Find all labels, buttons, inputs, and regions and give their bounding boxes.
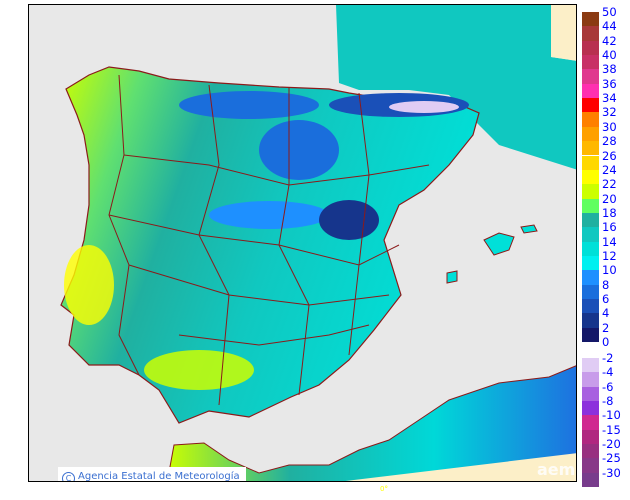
outside-domain-top: [551, 5, 576, 61]
legend-label: 50: [602, 5, 617, 19]
pyrenees-snow-zone: [389, 101, 459, 113]
legend-label: 22: [602, 177, 617, 192]
legend-swatch: [582, 169, 599, 185]
legend-label: 24: [602, 162, 617, 177]
menorca: [520, 224, 538, 234]
legend-swatch: [582, 98, 599, 113]
legend-label: -6: [602, 379, 614, 394]
legend-label: -4: [602, 365, 614, 380]
legend-label: 18: [602, 205, 617, 220]
ibiza: [446, 270, 458, 284]
legend-label: 34: [602, 91, 617, 106]
legend-label: -20: [602, 437, 621, 452]
north-africa: [166, 365, 576, 481]
legend-label: -25: [602, 451, 621, 466]
legend-swatch: [582, 184, 599, 199]
legend-label: 40: [602, 48, 617, 63]
legend-label: 44: [602, 19, 617, 34]
outside-domain-bottom: [345, 453, 576, 481]
legend-swatch: [582, 112, 599, 127]
legend-label: -8: [602, 394, 614, 409]
legend-label: 2: [602, 320, 610, 335]
legend-swatch: [582, 55, 599, 70]
legend-swatch: [582, 126, 599, 142]
credit-text: Agencia Estatal de Meteorología: [78, 471, 240, 482]
legend-swatch: [582, 141, 599, 156]
aemet-logo: aemet: [537, 460, 576, 479]
legend-label: 6: [602, 292, 610, 306]
legend-label: 0: [602, 335, 610, 350]
legend-label: 20: [602, 191, 617, 206]
legend-label: 38: [602, 62, 617, 77]
legend-label: 8: [602, 277, 610, 292]
legend-label: -2: [602, 351, 614, 365]
legend-label: -15: [602, 422, 621, 437]
legend-swatch: [582, 401, 599, 416]
legend-swatch: [582, 241, 599, 256]
legend-swatch: [582, 444, 599, 459]
legend-swatch: [582, 212, 599, 228]
aemet-credit: C Agencia Estatal de Meteorología: [58, 467, 246, 482]
iberian-peninsula: [60, 66, 480, 424]
legend-label: -30: [602, 465, 621, 480]
legend-swatch: [582, 12, 599, 27]
portugal-warm-zone: [64, 245, 114, 325]
legend-swatch: [582, 472, 599, 488]
map-canvas: [60, 5, 576, 481]
guadalquivir-warm-zone: [144, 350, 254, 390]
cantabrian-cold-zone: [179, 91, 319, 119]
legend-label: 42: [602, 33, 617, 48]
legend-swatch: [582, 358, 599, 373]
legend-label: 16: [602, 220, 617, 235]
legend-swatch: [582, 40, 599, 56]
legend-label: 10: [602, 263, 617, 278]
central-system-cold-zone: [209, 201, 329, 229]
legend-label: 14: [602, 234, 617, 249]
mallorca: [483, 232, 515, 256]
legend-label: -10: [602, 408, 621, 423]
iberian-system-cold-zone: [259, 120, 339, 180]
legend-swatch: [582, 255, 599, 271]
legend-label: 30: [602, 119, 617, 134]
legend-label: 32: [602, 105, 617, 120]
legend-swatch: [582, 155, 599, 170]
longitude-label: 0°: [380, 485, 388, 493]
legend-swatch: [582, 386, 599, 402]
legend-swatch: [582, 270, 599, 285]
legend-swatch: [582, 415, 599, 430]
legend-swatch: [582, 313, 599, 328]
legend-swatch: [582, 69, 599, 84]
legend-swatch: [582, 458, 599, 473]
legend-swatch: [582, 198, 599, 213]
legend-swatch: [582, 299, 599, 314]
legend-swatch: [582, 327, 599, 343]
legend-label: 12: [602, 248, 617, 263]
legend-swatch: [582, 284, 599, 299]
legend-label: 4: [602, 306, 610, 321]
france-landmass: [336, 5, 576, 170]
province-borders: [108, 74, 430, 406]
legend-swatch: [582, 227, 599, 242]
legend-swatch: [582, 83, 599, 99]
legend-label: 26: [602, 148, 617, 163]
legend-swatch: [582, 429, 599, 445]
teruel-cold-zone: [319, 200, 379, 240]
legend-swatch: [582, 372, 599, 387]
legend-label: 36: [602, 76, 617, 91]
legend-swatch: [582, 26, 599, 41]
legend-label: 28: [602, 134, 617, 149]
copyright-icon: C: [62, 472, 75, 481]
